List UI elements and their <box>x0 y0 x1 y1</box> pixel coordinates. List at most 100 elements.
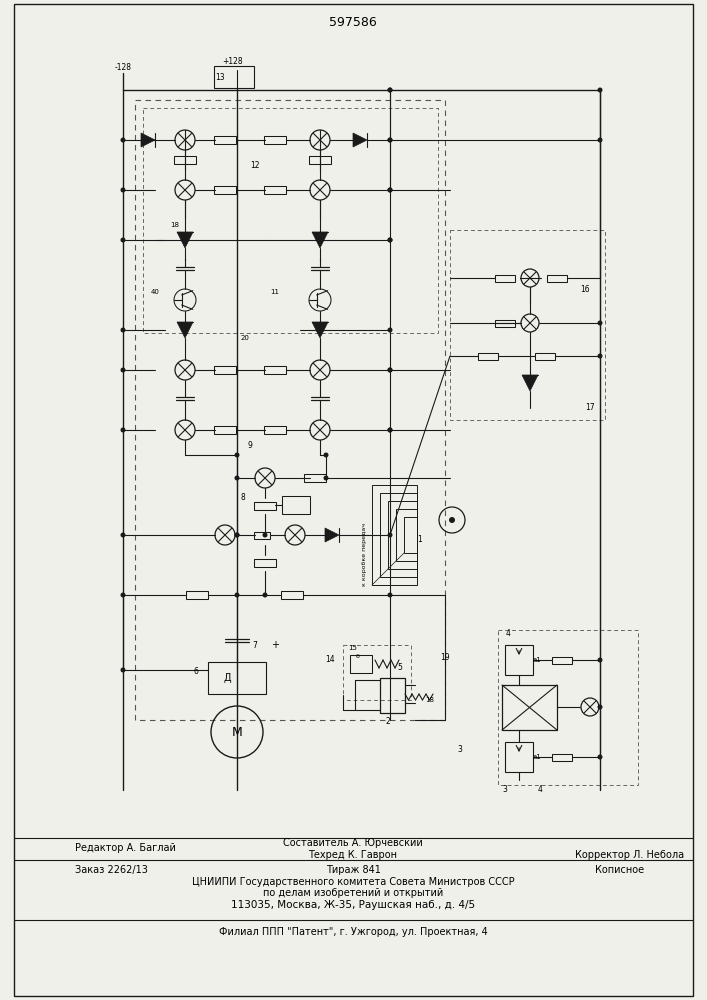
Text: 20: 20 <box>240 335 250 341</box>
Bar <box>254 532 270 538</box>
Bar <box>502 685 557 730</box>
Bar <box>143 108 438 333</box>
Text: Заказ 2262/13: Заказ 2262/13 <box>75 865 148 875</box>
Circle shape <box>387 367 392 372</box>
Circle shape <box>120 137 126 142</box>
Text: 5: 5 <box>397 664 402 672</box>
Bar <box>404 517 417 553</box>
Circle shape <box>387 137 392 142</box>
Circle shape <box>387 88 392 93</box>
Circle shape <box>324 452 329 458</box>
Polygon shape <box>312 322 328 338</box>
Text: Филиал ППП "Патент", г. Ужгород, ул. Проектная, 4: Филиал ППП "Патент", г. Ужгород, ул. Про… <box>218 927 487 937</box>
Text: +: + <box>271 640 279 650</box>
Text: 4: 4 <box>506 630 511 639</box>
Bar <box>552 754 572 760</box>
Bar <box>186 591 208 599</box>
Bar <box>309 156 331 164</box>
Bar <box>372 485 417 585</box>
Text: 6: 6 <box>356 654 360 658</box>
Circle shape <box>597 320 602 326</box>
Polygon shape <box>177 322 193 338</box>
Circle shape <box>235 452 240 458</box>
Circle shape <box>387 188 392 192</box>
Text: Д: Д <box>223 673 230 683</box>
Text: 11: 11 <box>271 289 279 295</box>
Bar <box>304 474 326 482</box>
Circle shape <box>387 428 392 432</box>
Bar <box>350 655 372 673</box>
Circle shape <box>597 88 602 93</box>
Circle shape <box>120 532 126 538</box>
Text: 19: 19 <box>440 654 450 662</box>
Bar <box>282 496 310 514</box>
Text: 1: 1 <box>418 536 422 544</box>
Text: 13: 13 <box>215 73 225 82</box>
Bar <box>214 136 236 144</box>
Circle shape <box>387 237 392 242</box>
Text: 40: 40 <box>151 289 160 295</box>
Bar <box>343 645 411 700</box>
Circle shape <box>120 237 126 242</box>
Bar <box>214 426 236 434</box>
Circle shape <box>597 658 602 662</box>
Bar <box>208 662 266 694</box>
Text: Техред К. Гаврон: Техред К. Гаврон <box>308 850 397 860</box>
Text: Кописное: Кописное <box>595 865 645 875</box>
Circle shape <box>387 592 392 597</box>
Bar <box>264 186 286 194</box>
Text: +128: +128 <box>223 57 243 66</box>
Circle shape <box>235 476 240 481</box>
Text: 7: 7 <box>252 641 257 650</box>
Bar <box>264 136 286 144</box>
Bar <box>450 230 605 420</box>
Circle shape <box>262 532 267 538</box>
Text: 18: 18 <box>170 222 180 228</box>
Circle shape <box>120 367 126 372</box>
Polygon shape <box>353 133 367 147</box>
Circle shape <box>387 328 392 332</box>
Text: -128: -128 <box>115 64 132 73</box>
Text: 12: 12 <box>250 160 259 169</box>
Text: 14: 14 <box>325 656 335 664</box>
Circle shape <box>235 532 240 538</box>
Bar <box>396 509 417 561</box>
Bar <box>535 353 555 360</box>
Bar <box>174 156 196 164</box>
Text: по делам изобретений и открытий: по делам изобретений и открытий <box>263 888 443 898</box>
Bar <box>505 742 533 772</box>
Bar <box>498 630 638 785</box>
Text: a1: a1 <box>532 657 542 663</box>
Circle shape <box>235 532 240 538</box>
Bar <box>380 493 417 577</box>
Circle shape <box>120 188 126 192</box>
Circle shape <box>387 137 392 142</box>
Bar <box>281 591 303 599</box>
Circle shape <box>387 367 392 372</box>
Text: 4: 4 <box>537 786 542 794</box>
Text: 597586: 597586 <box>329 15 377 28</box>
Bar <box>135 100 445 720</box>
Circle shape <box>120 668 126 672</box>
Bar <box>505 645 533 675</box>
Text: Корректор Л. Небола: Корректор Л. Небола <box>575 850 684 860</box>
Text: ЦНИИПИ Государственного комитета Совета Министров СССР: ЦНИИПИ Государственного комитета Совета … <box>192 877 514 887</box>
Text: 2: 2 <box>385 718 390 726</box>
Circle shape <box>387 188 392 192</box>
Text: 113035, Москва, Ж-35, Раушская наб., д. 4/5: 113035, Москва, Ж-35, Раушская наб., д. … <box>231 900 475 910</box>
Bar <box>214 186 236 194</box>
Text: к коробке передач: к коробке передач <box>363 524 368 586</box>
Polygon shape <box>312 232 328 248</box>
Polygon shape <box>177 232 193 248</box>
Bar <box>264 426 286 434</box>
Circle shape <box>120 592 126 597</box>
Circle shape <box>387 88 392 93</box>
Bar <box>254 559 276 567</box>
Text: 8: 8 <box>240 493 245 502</box>
Circle shape <box>120 428 126 432</box>
Bar <box>264 366 286 374</box>
Bar <box>495 320 515 326</box>
Bar <box>388 501 417 569</box>
Polygon shape <box>141 133 155 147</box>
Polygon shape <box>522 375 538 391</box>
